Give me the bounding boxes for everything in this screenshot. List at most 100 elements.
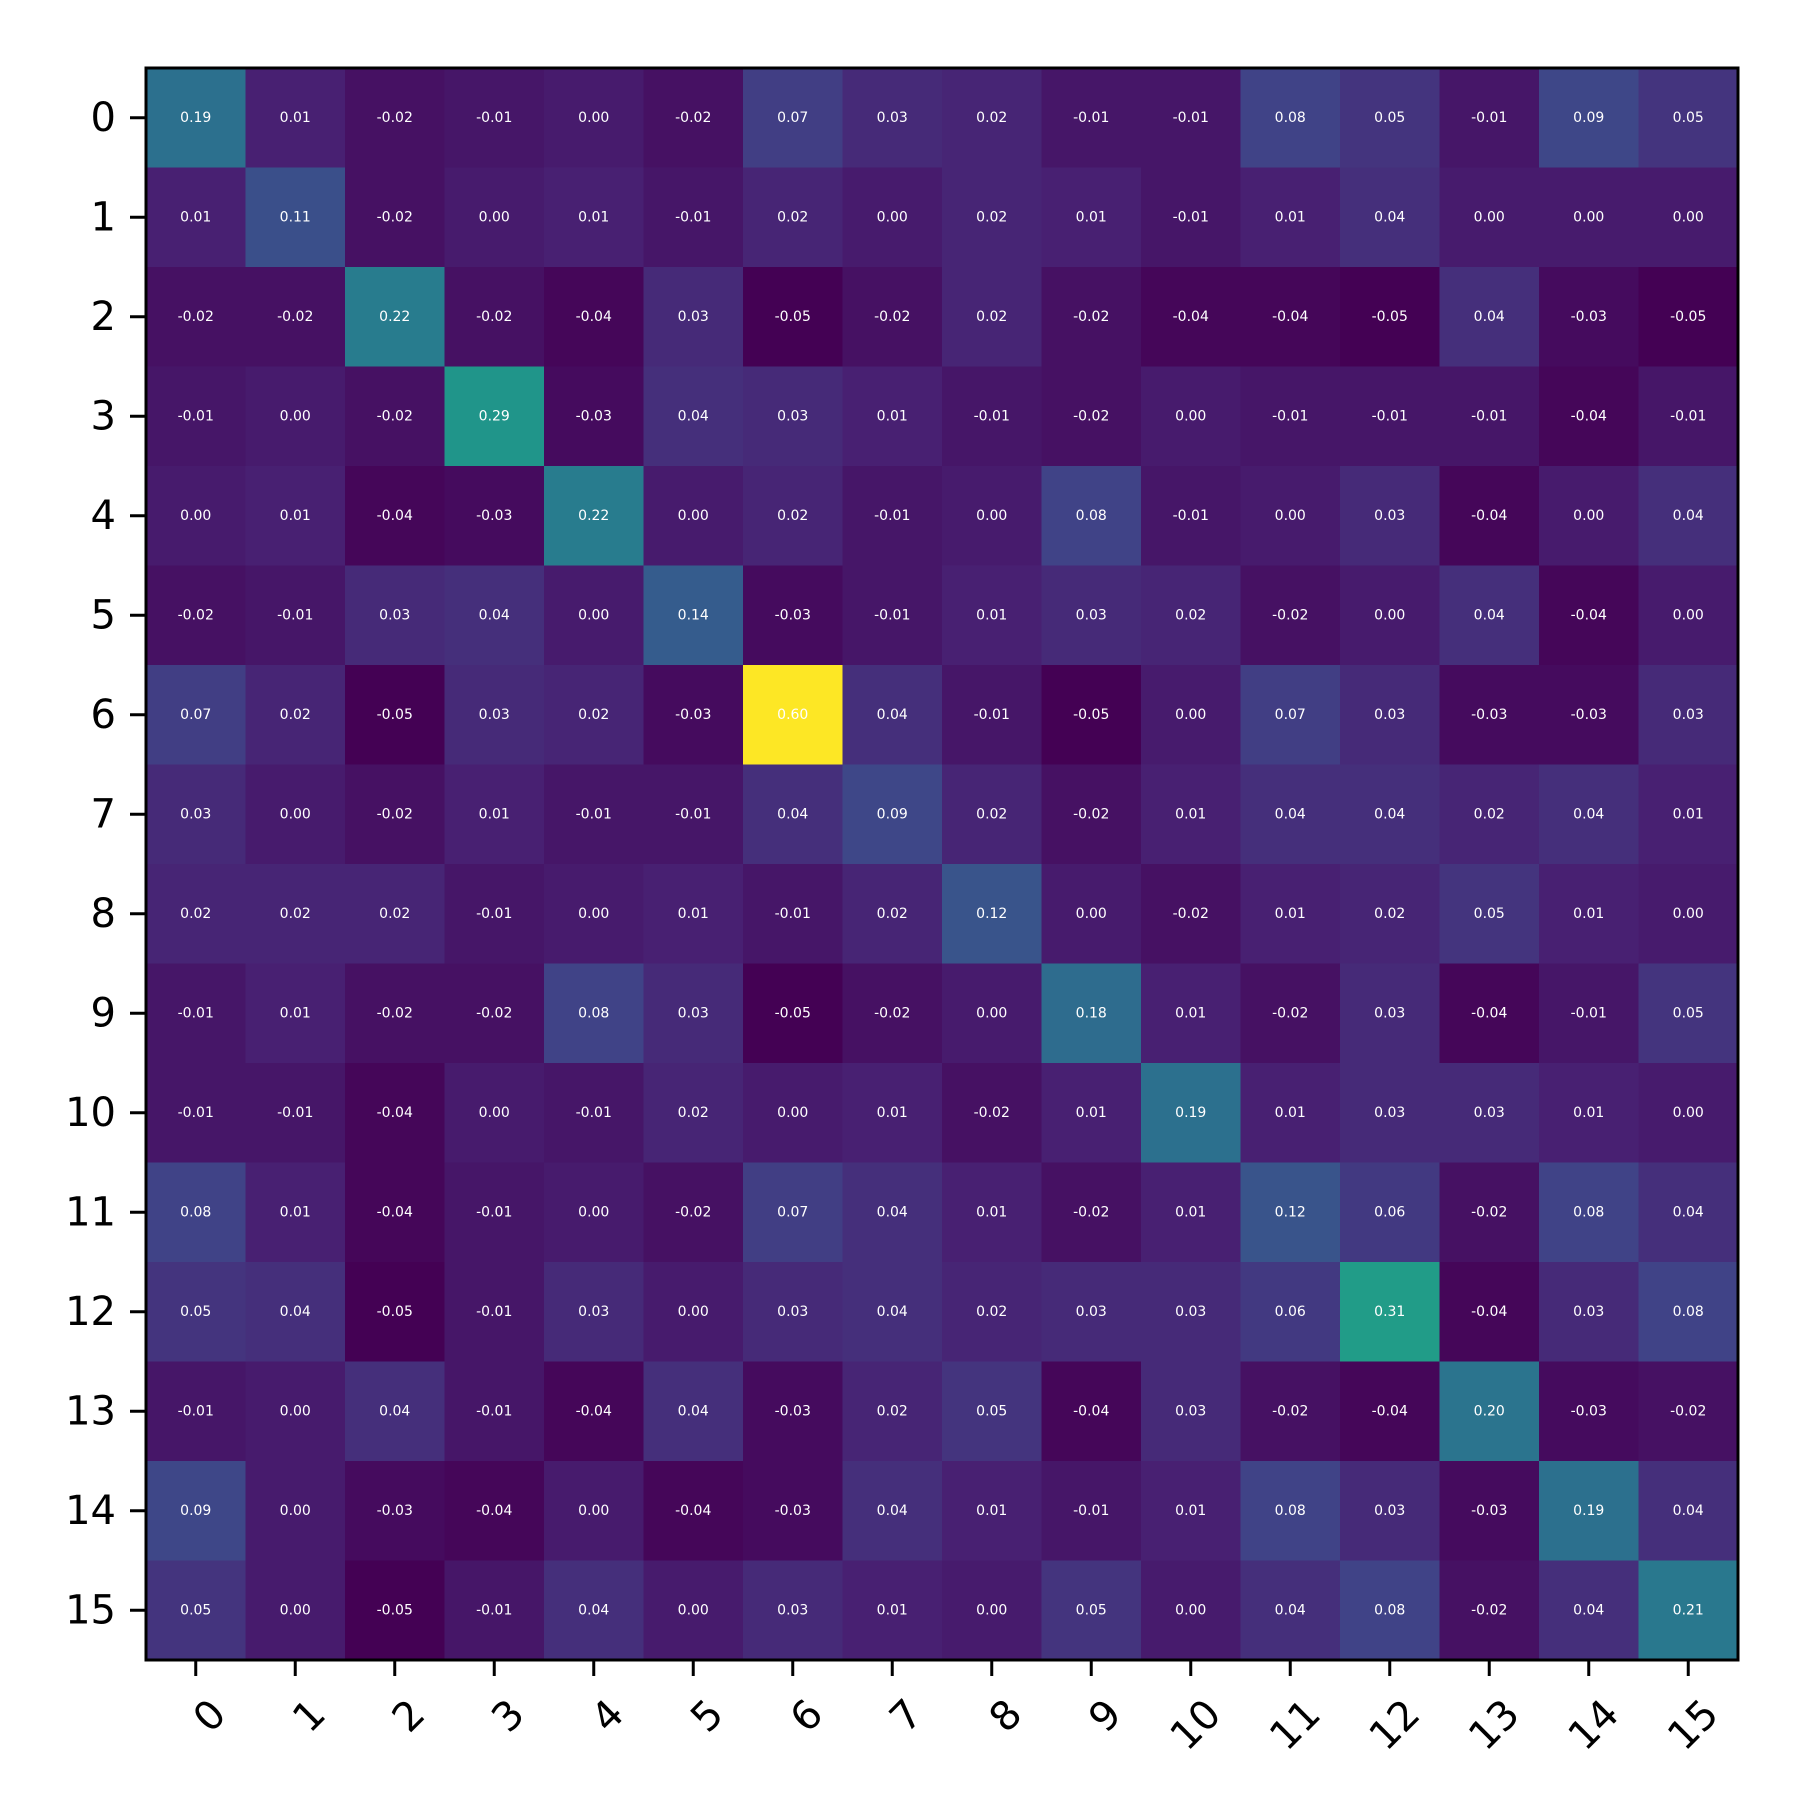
heatmap-cell-5-5	[643, 565, 744, 666]
cell-value-label-4-4: 0.22	[578, 508, 609, 524]
cell-value-label-15-14: 0.04	[1573, 1602, 1604, 1618]
cell-value-label-9-1: 0.01	[280, 1005, 311, 1021]
cell-value-label-9-3: -0.02	[476, 1005, 512, 1021]
heatmap-cell-1-15	[1638, 167, 1739, 268]
heatmap-cell-5-0	[146, 565, 246, 666]
heatmap-cell-4-9	[1041, 466, 1142, 566]
cell-value-label-7-3: 0.01	[479, 806, 510, 822]
heatmap-cell-15-1	[245, 1560, 346, 1661]
cell-value-label-15-9: 0.05	[1076, 1602, 1107, 1618]
x-tick-label-2: 2	[384, 1691, 435, 1742]
heatmap-cell-0-9	[1041, 68, 1142, 168]
cell-value-label-12-7: 0.04	[877, 1304, 908, 1320]
heatmap-cell-0-1	[245, 68, 346, 168]
heatmap-cell-2-2	[345, 267, 445, 367]
heatmap-cell-11-0	[146, 1162, 246, 1263]
cell-value-label-14-0: 0.09	[180, 1503, 211, 1519]
cell-value-label-9-4: 0.08	[578, 1005, 609, 1021]
heatmap-cell-9-3	[444, 963, 545, 1064]
heatmap-cell-11-7	[842, 1162, 943, 1263]
heatmap-cell-14-4	[544, 1461, 644, 1561]
cell-value-label-14-12: 0.03	[1374, 1503, 1405, 1519]
cell-value-label-1-0: 0.01	[180, 209, 211, 225]
heatmap-cell-9-0	[146, 963, 246, 1064]
heatmap-cell-11-1	[245, 1162, 346, 1263]
heatmap-cell-14-12	[1340, 1461, 1440, 1561]
heatmap-cell-1-7	[842, 167, 943, 268]
heatmap-cell-5-6	[743, 565, 843, 666]
heatmap-cell-9-10	[1141, 963, 1241, 1064]
heatmap-cell-15-10	[1141, 1560, 1241, 1661]
heatmap-cell-4-12	[1340, 466, 1440, 566]
heatmap-cell-13-9	[1041, 1361, 1142, 1462]
heatmap-cell-8-11	[1240, 864, 1341, 964]
heatmap-cell-15-5	[643, 1560, 744, 1661]
cell-value-label-8-2: 0.02	[379, 906, 410, 922]
heatmap-cell-6-9	[1041, 665, 1142, 765]
heatmap-cell-1-8	[942, 167, 1042, 268]
cell-value-label-3-10: 0.00	[1175, 408, 1206, 424]
heatmap-cell-11-15	[1638, 1162, 1739, 1263]
cell-value-label-8-11: 0.01	[1275, 906, 1306, 922]
cell-value-label-3-4: -0.03	[576, 408, 612, 424]
cell-value-label-2-10: -0.04	[1173, 309, 1209, 325]
cell-value-label-2-4: -0.04	[576, 309, 612, 325]
heatmap-cell-8-2	[345, 864, 445, 964]
cell-value-label-11-3: -0.01	[476, 1204, 512, 1220]
heatmap-cell-7-3	[444, 764, 545, 865]
cell-value-label-13-1: 0.00	[280, 1403, 311, 1419]
heatmap-cell-2-15	[1638, 267, 1739, 367]
cell-value-label-9-6: -0.05	[775, 1005, 811, 1021]
cell-value-label-1-15: 0.00	[1673, 209, 1704, 225]
heatmap-cell-15-12	[1340, 1560, 1440, 1661]
cell-value-label-5-7: -0.01	[874, 607, 910, 623]
cell-value-label-7-9: -0.02	[1073, 806, 1109, 822]
cell-value-label-6-4: 0.02	[578, 707, 609, 723]
heatmap-cell-0-5	[643, 68, 744, 168]
cell-value-label-8-7: 0.02	[877, 906, 908, 922]
heatmap-cell-3-8	[942, 366, 1042, 467]
cell-value-label-0-5: -0.02	[675, 110, 711, 126]
cell-value-label-1-3: 0.00	[479, 209, 510, 225]
heatmap-cell-14-14	[1539, 1461, 1639, 1561]
x-tick-label-13: 13	[1460, 1691, 1529, 1760]
cell-value-label-4-9: 0.08	[1076, 508, 1107, 524]
cell-value-label-14-7: 0.04	[877, 1503, 908, 1519]
cell-value-label-13-12: -0.04	[1372, 1403, 1408, 1419]
heatmap-cell-7-7	[842, 764, 943, 865]
heatmap-cell-13-2	[345, 1361, 445, 1462]
heatmap-cell-4-13	[1439, 466, 1540, 566]
cell-value-label-8-0: 0.02	[180, 906, 211, 922]
cell-value-label-5-14: -0.04	[1571, 607, 1607, 623]
cell-value-label-13-6: -0.03	[775, 1403, 811, 1419]
cell-value-label-8-6: -0.01	[775, 906, 811, 922]
heatmap-cell-9-1	[245, 963, 346, 1064]
heatmap-cell-8-1	[245, 864, 346, 964]
cell-value-label-8-8: 0.12	[976, 906, 1007, 922]
heatmap-cell-6-6	[743, 665, 843, 765]
cell-value-label-3-3: 0.29	[479, 408, 510, 424]
cell-value-label-1-11: 0.01	[1275, 209, 1306, 225]
heatmap-cell-1-1	[245, 167, 346, 268]
cell-value-label-12-10: 0.03	[1175, 1304, 1206, 1320]
cell-value-label-14-2: -0.03	[377, 1503, 413, 1519]
heatmap-cell-3-12	[1340, 366, 1440, 467]
plot-frame	[144, 66, 1740, 1662]
cell-value-label-4-6: 0.02	[777, 508, 808, 524]
cell-value-label-2-15: -0.05	[1670, 309, 1706, 325]
cell-value-label-8-4: 0.00	[578, 906, 609, 922]
heatmap-cell-8-9	[1041, 864, 1142, 964]
cell-value-label-2-14: -0.03	[1571, 309, 1607, 325]
cell-value-label-0-12: 0.05	[1374, 110, 1405, 126]
heatmap-cell-4-8	[942, 466, 1042, 566]
cell-value-label-8-1: 0.02	[280, 906, 311, 922]
cell-value-label-1-5: -0.01	[675, 209, 711, 225]
heatmap-cell-5-13	[1439, 565, 1540, 666]
x-tick-label-0: 0	[185, 1691, 236, 1742]
heatmap-cell-labels: 0.19 0.01 -0.02 -0.01 0.00 -0.02 0.07 0.03 0.02 -…	[178, 110, 1707, 1619]
heatmap-cell-7-4	[544, 764, 644, 865]
cell-value-label-15-4: 0.04	[578, 1602, 609, 1618]
cell-value-label-5-6: -0.03	[775, 607, 811, 623]
heatmap-cell-8-14	[1539, 864, 1639, 964]
heatmap-cell-12-12	[1340, 1262, 1440, 1362]
